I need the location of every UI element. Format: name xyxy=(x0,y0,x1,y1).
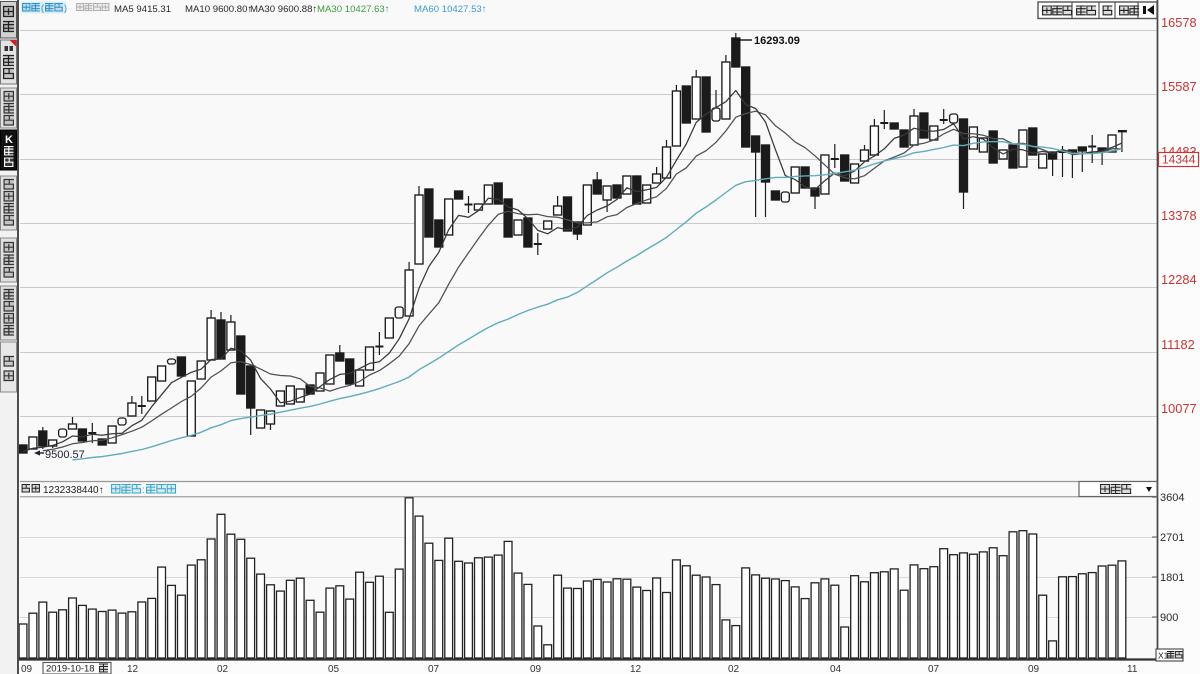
svg-text:10077: 10077 xyxy=(1161,401,1197,416)
svg-text:09: 09 xyxy=(1028,664,1040,674)
svg-text:MA60 10427.53↑: MA60 10427.53↑ xyxy=(414,4,487,15)
svg-text:900: 900 xyxy=(1160,612,1178,624)
svg-text:09: 09 xyxy=(21,664,33,674)
svg-text:15587: 15587 xyxy=(1161,79,1197,94)
svg-text:16578: 16578 xyxy=(1161,15,1197,30)
svg-text:04: 04 xyxy=(830,664,842,674)
svg-text:2019-10-18: 2019-10-18 xyxy=(46,664,95,674)
svg-text:12: 12 xyxy=(127,664,139,674)
svg-text:1801: 1801 xyxy=(1160,572,1184,584)
svg-text:16293.09: 16293.09 xyxy=(754,35,800,47)
svg-text:2701: 2701 xyxy=(1160,532,1184,544)
svg-text:07: 07 xyxy=(928,664,940,674)
svg-text:02: 02 xyxy=(728,664,740,674)
svg-text:05: 05 xyxy=(328,664,340,674)
svg-text:1232338440↑: 1232338440↑ xyxy=(43,485,104,496)
svg-text:MA30 9600.88↑: MA30 9600.88↑ xyxy=(250,4,317,15)
svg-text:02: 02 xyxy=(217,664,229,674)
svg-text:11: 11 xyxy=(1127,664,1138,674)
svg-text:3604: 3604 xyxy=(1160,492,1184,504)
svg-text:09: 09 xyxy=(530,664,542,674)
svg-text:MA10 9600.80↑: MA10 9600.80↑ xyxy=(185,4,252,15)
svg-text:07: 07 xyxy=(428,664,440,674)
svg-text:12: 12 xyxy=(630,664,642,674)
svg-text:X1: X1 xyxy=(1158,651,1169,661)
svg-text:11182: 11182 xyxy=(1161,337,1195,352)
svg-text:): ) xyxy=(64,3,67,13)
svg-text:13378: 13378 xyxy=(1161,208,1197,223)
svg-text:MA30 10427.63↑: MA30 10427.63↑ xyxy=(317,4,390,15)
svg-text::: : xyxy=(142,485,145,496)
svg-text:K: K xyxy=(5,134,13,146)
svg-text:MA5 9415.31: MA5 9415.31 xyxy=(114,4,171,15)
svg-text:9500.57: 9500.57 xyxy=(45,449,85,461)
svg-text:(: ( xyxy=(41,3,44,13)
svg-text:12284: 12284 xyxy=(1161,272,1197,287)
svg-text:14344: 14344 xyxy=(1162,153,1196,167)
